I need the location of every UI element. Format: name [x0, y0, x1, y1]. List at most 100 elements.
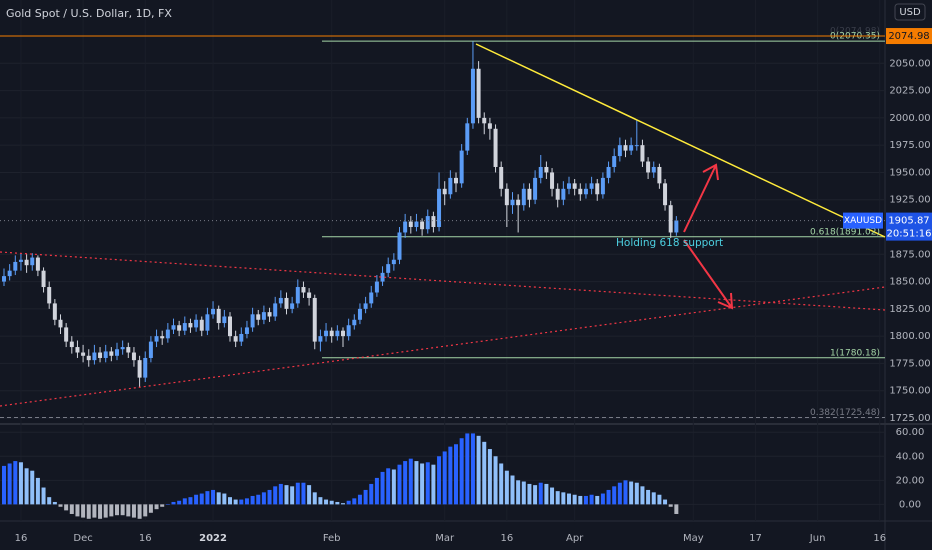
candle-body	[216, 308, 221, 324]
histogram-bar	[52, 501, 57, 505]
histogram-bar	[115, 504, 119, 516]
histogram-bar	[92, 504, 97, 518]
y-tick-label: 2025.00	[889, 86, 930, 97]
x-tick-label: 16	[873, 533, 886, 544]
x-tick-label: Feb	[323, 533, 341, 544]
candle-body	[75, 347, 80, 353]
candle-body	[222, 316, 227, 324]
histogram-bar	[414, 461, 419, 505]
fib-label: 0(2074.98)	[830, 27, 880, 37]
y-tick-label: 20.00	[896, 475, 925, 486]
candle-body	[69, 341, 74, 348]
histogram-bar	[470, 433, 475, 505]
histogram-bar	[567, 493, 571, 505]
histogram-bar	[374, 477, 379, 505]
candle-body	[58, 319, 63, 328]
histogram-bar	[544, 483, 549, 505]
candle-body	[612, 156, 617, 167]
candle-body	[386, 264, 391, 273]
candle-body	[391, 259, 396, 265]
candle-body	[448, 177, 453, 195]
currency: USD	[899, 7, 921, 18]
candle-body	[431, 216, 436, 228]
fib-label: 0.618(1891.02)	[810, 227, 880, 237]
histogram-bar	[256, 494, 261, 505]
y-tick-label: 2000.00	[889, 113, 930, 124]
candle-body	[64, 327, 69, 342]
currency-box[interactable]	[894, 3, 926, 21]
histogram-bar	[550, 487, 555, 505]
candle-body	[657, 166, 662, 184]
histogram-bar	[165, 504, 170, 505]
candle-body	[533, 177, 538, 200]
histogram-bar	[572, 494, 577, 505]
histogram-bar	[86, 504, 91, 519]
candle-body	[521, 188, 526, 206]
annotation: Holding 618 support	[616, 237, 723, 249]
histogram-bar	[228, 497, 232, 505]
histogram-bar	[211, 489, 216, 505]
y-tick-label: 1950.00	[889, 167, 930, 178]
candle-body	[634, 145, 639, 147]
histogram-bar	[657, 494, 662, 505]
candle-body	[369, 292, 374, 304]
histogram-bar	[148, 504, 153, 513]
histogram-bar	[555, 491, 560, 505]
histogram-bar	[386, 468, 391, 505]
candle-body	[403, 221, 408, 233]
histogram-bar	[137, 504, 142, 519]
histogram-bar	[397, 464, 402, 505]
histogram-bar	[493, 456, 498, 505]
y-tick-label: 1775.00	[889, 358, 930, 369]
candle-body	[35, 257, 40, 271]
symbol-box	[843, 212, 883, 229]
histogram-bar	[578, 495, 583, 505]
candle-body	[363, 303, 368, 309]
candle-body	[318, 336, 323, 342]
chart-title: Gold Spot / U.S. Dollar, 1D, FX	[6, 7, 172, 20]
histogram-bar	[482, 441, 487, 505]
y-tick-label: 2050.00	[889, 58, 930, 69]
candle-body	[47, 287, 52, 304]
candle-body	[414, 221, 419, 228]
histogram-bar	[403, 461, 408, 505]
y-tick-label: 1800.00	[889, 331, 930, 342]
histogram-bar	[476, 435, 481, 505]
candle-body	[194, 319, 199, 328]
x-tick-label: Mar	[435, 533, 455, 544]
candle-body	[454, 177, 458, 184]
candle-body	[527, 188, 532, 200]
candle-body	[188, 323, 193, 328]
candle-body	[555, 188, 560, 200]
histogram-bar	[177, 500, 182, 505]
y-tick-label: 60.00	[896, 427, 925, 438]
histogram-bar	[47, 497, 52, 505]
histogram-bar	[533, 485, 538, 505]
histogram-bar	[24, 468, 29, 505]
histogram-bar	[352, 498, 357, 505]
histogram-bar	[13, 461, 18, 505]
histogram-bar	[674, 504, 679, 514]
candle-body	[98, 352, 103, 358]
candle-body	[126, 347, 131, 353]
candle-body	[329, 330, 334, 337]
histogram-bar	[510, 475, 515, 505]
candle-body	[606, 166, 611, 178]
candle-body	[510, 199, 515, 206]
histogram-bar	[318, 497, 323, 505]
candle-body	[171, 325, 176, 330]
histogram-bar	[109, 504, 114, 517]
candle-body	[544, 166, 549, 173]
candle-body	[81, 352, 86, 356]
histogram-bar	[420, 463, 425, 505]
histogram-bar	[617, 482, 622, 505]
candle-body	[228, 316, 232, 337]
candle-body	[267, 312, 272, 317]
candle-body	[290, 303, 295, 309]
candle-body	[408, 221, 413, 228]
candle-body	[668, 205, 673, 233]
y-tick-label: 0.00	[899, 499, 921, 510]
countdown: 20:51:16	[887, 229, 932, 240]
candle-body	[278, 297, 283, 304]
